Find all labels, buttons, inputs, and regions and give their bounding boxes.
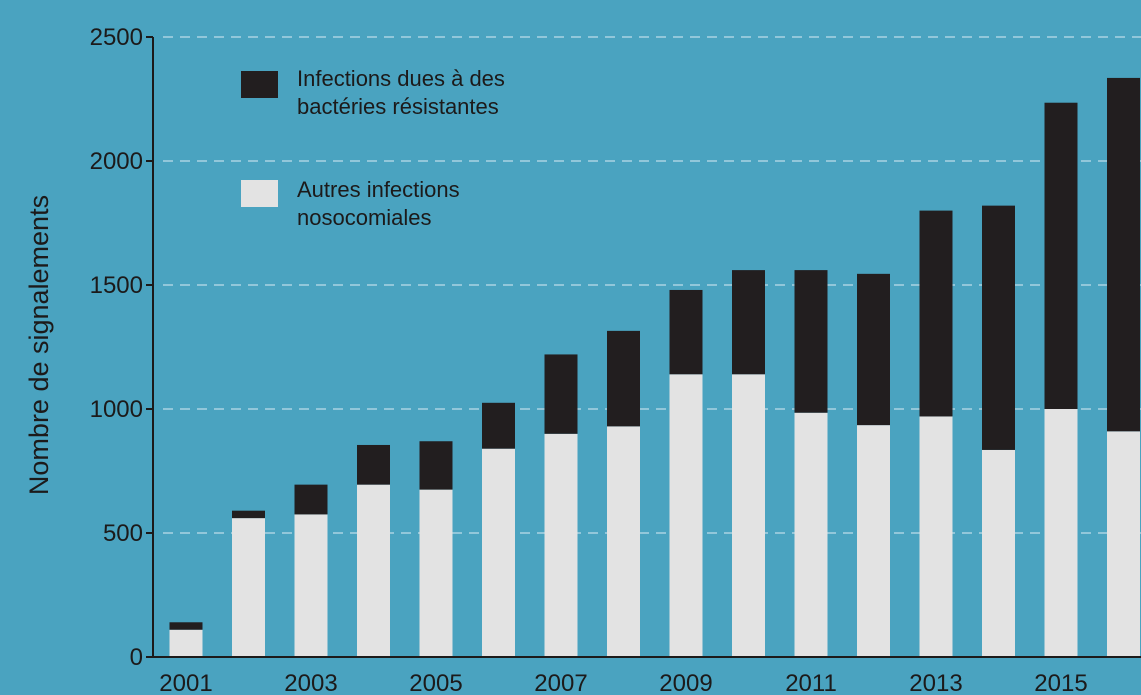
x-tick-label: 2003 bbox=[284, 670, 337, 695]
legend: Infections dues à des bactéries résistant… bbox=[241, 66, 505, 230]
bar-2008-autres bbox=[607, 426, 640, 657]
bar-2014-resistantes bbox=[982, 205, 1015, 450]
legend-label: bactéries résistantes bbox=[297, 94, 499, 119]
bar-2002-resistantes bbox=[232, 510, 265, 519]
bar-2001-resistantes bbox=[169, 622, 203, 630]
x-tick-label: 2007 bbox=[534, 670, 587, 695]
bars bbox=[169, 77, 1140, 657]
bar-2007-resistantes bbox=[544, 354, 578, 434]
bar-2004-resistantes bbox=[357, 444, 390, 485]
bar-2001-autres bbox=[169, 629, 203, 657]
legend-label: nosocomiales bbox=[297, 205, 432, 230]
x-tick-label: 2011 bbox=[785, 670, 837, 695]
bar-2008-resistantes bbox=[607, 330, 640, 427]
bar-2015-autres bbox=[1044, 409, 1078, 657]
x-axis-ticks: 2001 2003 2005 2007 2009 2011 2013 2015 bbox=[159, 670, 1087, 695]
y-tick-label: 1500 bbox=[90, 272, 143, 299]
bar-2007-autres bbox=[544, 433, 578, 657]
bar-2011-autres bbox=[794, 412, 828, 657]
bar-2003-resistantes bbox=[294, 484, 328, 515]
bar-2012-resistantes bbox=[857, 273, 890, 426]
x-tick-label: 2009 bbox=[659, 670, 712, 695]
bar-2016-resistantes bbox=[1107, 77, 1140, 432]
bar-2013-resistantes bbox=[919, 210, 953, 417]
legend-label: Infections dues à des bbox=[297, 66, 505, 91]
bar-2005-resistantes bbox=[419, 441, 453, 490]
legend-swatch-resistantes bbox=[241, 71, 278, 98]
bar-2014-autres bbox=[982, 449, 1015, 657]
y-axis-ticks: 0 500 1000 1500 2000 2500 bbox=[90, 24, 153, 671]
y-axis-title: Nombre de signalements bbox=[24, 195, 54, 495]
bar-2002-autres bbox=[232, 518, 265, 657]
bar-2005-autres bbox=[419, 489, 453, 657]
bar-2006-autres bbox=[482, 448, 515, 657]
legend-swatch-autres bbox=[241, 180, 278, 207]
bar-2006-resistantes bbox=[482, 402, 515, 449]
bar-2010-resistantes bbox=[732, 270, 765, 375]
bar-2009-autres bbox=[669, 374, 703, 657]
x-tick-label: 2005 bbox=[409, 670, 462, 695]
bar-2015-resistantes bbox=[1044, 102, 1078, 409]
y-tick-label: 1000 bbox=[90, 396, 143, 423]
x-tick-label: 2013 bbox=[909, 670, 962, 695]
x-tick-label: 2015 bbox=[1034, 670, 1087, 695]
bar-2016-autres bbox=[1107, 431, 1140, 657]
bar-2003-autres bbox=[294, 514, 328, 657]
bar-2012-autres bbox=[857, 425, 890, 657]
y-tick-label: 2500 bbox=[90, 24, 143, 51]
legend-label: Autres infections bbox=[297, 177, 460, 202]
x-tick-label: 2001 bbox=[159, 670, 212, 695]
y-tick-label: 2000 bbox=[90, 148, 143, 175]
bar-2011-resistantes bbox=[794, 270, 828, 413]
bar-2009-resistantes bbox=[669, 289, 703, 375]
y-tick-label: 0 bbox=[130, 644, 143, 671]
bar-2013-autres bbox=[919, 416, 953, 657]
bar-2010-autres bbox=[732, 374, 765, 657]
bar-2004-autres bbox=[357, 484, 390, 657]
y-tick-label: 500 bbox=[103, 520, 143, 547]
